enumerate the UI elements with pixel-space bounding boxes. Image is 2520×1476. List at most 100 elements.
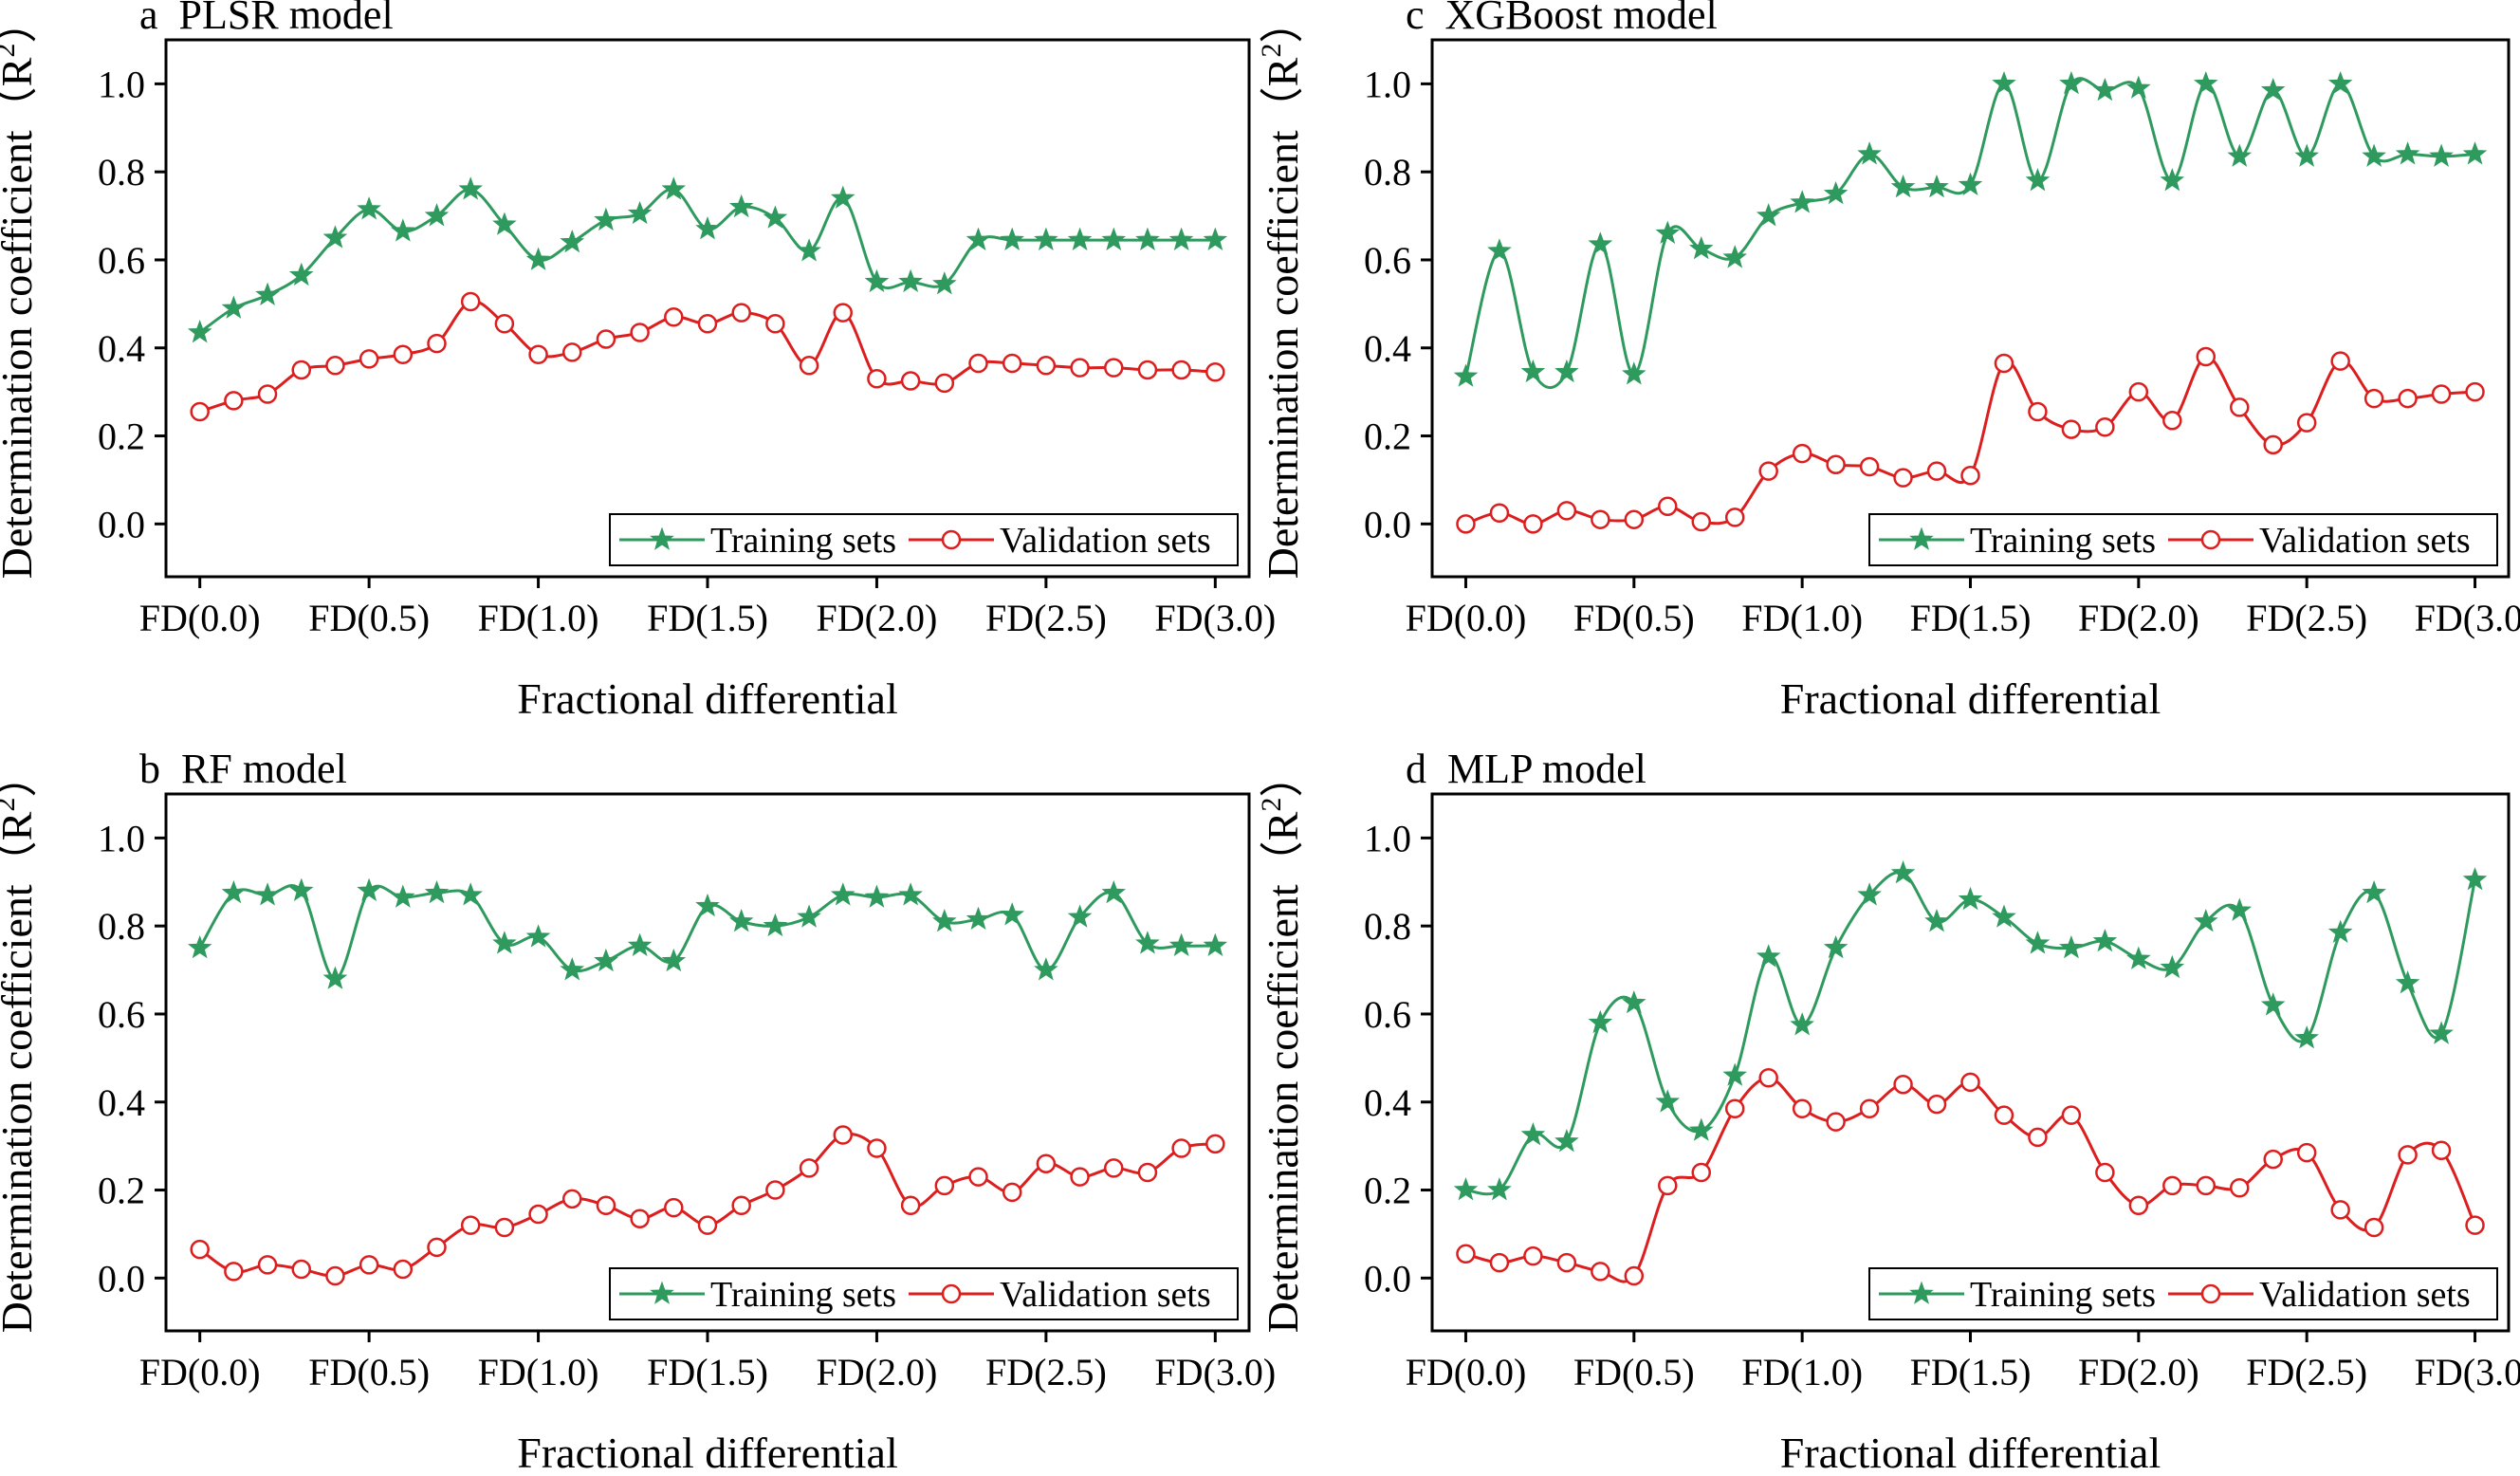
data-point-circle: [900, 1195, 921, 1216]
data-point-circle: [1137, 1162, 1158, 1183]
legend-validation-label: Validation sets: [2259, 521, 2471, 561]
data-point-circle: [359, 1255, 379, 1275]
data-point-star: [1034, 957, 1058, 981]
data-point-circle: [1893, 468, 1913, 488]
data-point-star: [255, 882, 280, 906]
data-point-circle: [765, 1180, 785, 1200]
data-point-star: [2362, 879, 2386, 904]
data-point-circle: [1758, 461, 1778, 481]
data-point-star: [2227, 897, 2253, 921]
data-point-circle: [1070, 1167, 1090, 1187]
data-point-circle: [427, 1237, 447, 1258]
data-point-star: [2260, 992, 2286, 1016]
data-point-star: [661, 176, 687, 200]
data-point-circle: [1994, 353, 2014, 374]
y-axis-title-sup: 2: [0, 44, 21, 58]
y-axis-title: Determination coefficient（R2）: [1256, 0, 1307, 579]
y-tick-label: 0.4: [98, 327, 145, 370]
data-point-circle: [257, 384, 278, 404]
data-point-star: [288, 877, 314, 901]
data-point-circle: [190, 1239, 210, 1260]
legend-star-icon: [1909, 526, 1934, 550]
data-point-circle: [1859, 456, 1880, 477]
data-point-circle: [1658, 1175, 1678, 1196]
data-point-circle: [2162, 411, 2182, 431]
y-tick-label: 0.4: [1364, 1081, 1411, 1124]
legend: Training sets Validation sets: [609, 1267, 1239, 1320]
data-point-star: [560, 229, 585, 253]
data-point-star: [2092, 77, 2118, 101]
data-point-star: [1756, 944, 1781, 968]
data-point-circle: [2431, 384, 2452, 404]
data-point-circle: [2061, 419, 2082, 439]
data-point-star: [288, 262, 314, 286]
data-point-star: [1135, 227, 1160, 250]
data-point-circle: [1556, 1252, 1577, 1273]
data-point-star: [2059, 70, 2084, 95]
data-point-circle: [1691, 1162, 1711, 1183]
data-point-star: [1992, 904, 2016, 928]
data-point-circle: [2128, 381, 2149, 402]
data-point-star: [1622, 989, 1646, 1014]
y-tick-label: 0.2: [1364, 1170, 1411, 1212]
x-tick-label: FD(0.0): [139, 1351, 261, 1393]
data-point-star: [1688, 235, 1714, 260]
data-point-star: [560, 957, 585, 981]
data-point-star: [1520, 1122, 1546, 1146]
data-point-circle: [1826, 454, 1846, 474]
data-point-star: [797, 904, 821, 928]
data-point-circle: [867, 368, 887, 389]
data-point-circle: [291, 360, 311, 380]
data-point-circle: [630, 323, 650, 342]
data-point-star: [728, 194, 754, 218]
data-point-circle: [1658, 496, 1678, 517]
y-axis-title-unit: （R: [1259, 57, 1307, 130]
data-point-circle: [765, 313, 785, 334]
data-point-star: [1924, 174, 1949, 198]
data-point-circle: [697, 313, 718, 334]
data-point-star: [2227, 143, 2253, 167]
data-point-circle: [2465, 1215, 2485, 1235]
x-tick-label: FD(1.5): [647, 1351, 768, 1393]
data-point-star: [2395, 970, 2420, 994]
legend-validation-label: Validation sets: [1000, 1275, 1211, 1315]
data-point-circle: [1624, 1265, 1645, 1286]
data-point-star: [492, 212, 517, 235]
data-point-star: [424, 879, 450, 904]
data-point-star: [255, 282, 280, 305]
y-axis-title-unit: （R: [0, 811, 41, 884]
series-training: [187, 877, 1228, 989]
data-point-star: [1688, 1117, 1714, 1141]
data-point-star: [1168, 227, 1194, 250]
data-point-star: [2160, 954, 2185, 979]
x-tick-label: FD(0.0): [139, 597, 261, 639]
y-axis-title-close: ）: [1259, 0, 1307, 44]
data-point-star: [1992, 70, 2016, 95]
x-tick-label: FD(2.0): [2078, 1351, 2199, 1393]
data-point-circle: [968, 353, 988, 374]
x-tick-label: FD(2.5): [2246, 1351, 2367, 1393]
y-tick-label: 0.0: [1364, 503, 1411, 545]
data-point-circle: [2398, 1145, 2418, 1165]
data-point-star: [932, 909, 957, 932]
data-point-star: [322, 225, 348, 249]
data-point-circle: [393, 344, 414, 364]
x-tick-label: FD(3.0): [2415, 1351, 2520, 1393]
series-validation: [190, 291, 1225, 422]
data-point-circle: [2465, 381, 2485, 402]
data-point-circle: [359, 349, 379, 369]
y-axis-title-text: Determination coefficient: [1259, 130, 1307, 579]
data-point-star: [1722, 245, 1747, 268]
legend-validation-label: Validation sets: [2259, 1275, 2471, 1315]
data-point-star: [728, 909, 754, 932]
data-point-circle: [1489, 1252, 1510, 1273]
data-point-circle: [1002, 1182, 1022, 1203]
data-point-star: [2260, 77, 2286, 101]
legend-training-label: Training sets: [710, 1275, 896, 1315]
data-point-star: [864, 268, 890, 293]
legend: Training sets Validation sets: [1868, 1267, 2498, 1320]
series-training: [1453, 70, 2488, 390]
panel-letter: d: [1406, 746, 1426, 792]
data-point-circle: [1624, 509, 1645, 529]
